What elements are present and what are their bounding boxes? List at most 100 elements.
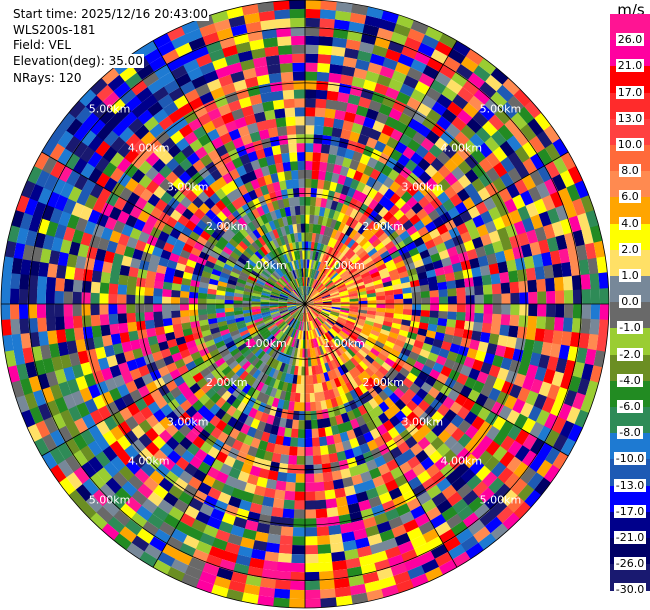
- ppi-gate-cell: [454, 131, 470, 147]
- ppi-gate-cell: [358, 250, 368, 260]
- ppi-gate-cell: [124, 518, 143, 536]
- ppi-gate-cell: [507, 167, 523, 184]
- ppi-gate-cell: [429, 290, 439, 298]
- ppi-gate-cell: [520, 350, 533, 365]
- ppi-gate-cell: [364, 525, 380, 538]
- ppi-gate-cell: [596, 334, 608, 353]
- ppi-gate-cell: [196, 256, 208, 266]
- ppi-gate-cell: [209, 180, 222, 193]
- ppi-gate-cell: [507, 440, 523, 457]
- ppi-gate-cell: [95, 140, 111, 157]
- ppi-gate-cell: [292, 290, 299, 298]
- ppi-gate-cell: [1, 287, 11, 304]
- ppi-gate-cell: [287, 304, 297, 307]
- ppi-gate-cell: [322, 299, 332, 303]
- ppi-gate-cell: [523, 339, 535, 353]
- ppi-gate-cell: [460, 364, 472, 378]
- ppi-gate-cell: [72, 291, 82, 304]
- ppi-gate-cell: [194, 146, 208, 160]
- ppi-gate-cell: [357, 133, 370, 146]
- ppi-gate-cell: [286, 316, 293, 324]
- ppi-gate-cell: [270, 507, 284, 518]
- ppi-gate-cell: [436, 94, 453, 110]
- ppi-gate-cell: [295, 214, 301, 224]
- ppi-gate-cell: [54, 194, 69, 212]
- ppi-gate-cell: [279, 295, 288, 300]
- ppi-gate-cell: [95, 247, 107, 262]
- ppi-gate-cell: [241, 528, 257, 541]
- ppi-gate-cell: [185, 219, 197, 231]
- ppi-gate-cell: [174, 550, 193, 566]
- ppi-gate-cell: [293, 310, 300, 318]
- ppi-gate-cell: [452, 94, 469, 110]
- ppi-gate-cell: [125, 459, 141, 475]
- ppi-gate-cell: [203, 99, 219, 113]
- ppi-gate-cell: [257, 236, 267, 247]
- ppi-gate-cell: [291, 291, 299, 298]
- ppi-gate-cell: [314, 251, 319, 261]
- ppi-gate-cell: [57, 341, 69, 357]
- ppi-gate-cell: [288, 271, 295, 281]
- ppi-gate-cell: [134, 124, 150, 140]
- ppi-gate-cell: [215, 303, 225, 309]
- ppi-gate-cell: [197, 112, 213, 126]
- ppi-gate-cell: [375, 287, 385, 293]
- ppi-gate-cell: [262, 100, 275, 112]
- ppi-gate-cell: [215, 294, 225, 300]
- ppi-gate-cell: [271, 200, 280, 211]
- ppi-gate-cell: [252, 228, 262, 239]
- ppi-gate-cell: [269, 337, 277, 346]
- ppi-gate-cell: [306, 286, 310, 296]
- ppi-gate-cell: [320, 400, 328, 410]
- ppi-gate-cell: [472, 526, 491, 544]
- ppi-gate-cell: [394, 260, 406, 269]
- ppi-gate-cell: [79, 88, 97, 107]
- ppi-gate-cell: [190, 279, 201, 288]
- ppi-gate-cell: [186, 393, 199, 406]
- ppi-gate-cell: [273, 489, 286, 500]
- ppi-gate-cell: [11, 333, 23, 351]
- ppi-gate-cell: [406, 497, 422, 512]
- ppi-gate-cell: [510, 292, 520, 305]
- ppi-gate-cell: [231, 267, 242, 275]
- ppi-gate-cell: [302, 339, 305, 349]
- ppi-gate-cell: [94, 450, 111, 468]
- ppi-gate-cell: [331, 560, 347, 571]
- ppi-gate-cell: [483, 352, 495, 366]
- ppi-gate-cell: [56, 264, 67, 279]
- ppi-gate-cell: [297, 330, 301, 340]
- ppi-gate-cell: [339, 522, 354, 534]
- ppi-gate-cell: [337, 423, 347, 434]
- ppi-gate-cell: [336, 318, 346, 325]
- ppi-gate-cell: [191, 326, 202, 335]
- ppi-gate-cell: [206, 293, 217, 300]
- ppi-gate-cell: [313, 300, 323, 303]
- ppi-gate-cell: [175, 42, 193, 57]
- ppi-gate-cell: [522, 217, 535, 233]
- ppi-gate-cell: [496, 84, 515, 103]
- ppi-gate-cell: [91, 488, 109, 507]
- ppi-gate-cell: [385, 308, 395, 314]
- ppi-gate-cell: [304, 411, 312, 421]
- ppi-gate-cell: [307, 277, 311, 287]
- ppi-gate-cell: [333, 220, 342, 231]
- ppi-gate-cell: [545, 277, 555, 292]
- ppi-gate-cell: [305, 8, 322, 19]
- ppi-gate-cell: [263, 268, 272, 276]
- ppi-gate-cell: [228, 275, 239, 282]
- ppi-gate-cell: [593, 240, 606, 259]
- ppi-gate-cell: [298, 357, 303, 367]
- ppi-gate-cell: [358, 360, 369, 371]
- ppi-gate-cell: [509, 314, 520, 327]
- ppi-gate-cell: [54, 223, 68, 240]
- ppi-gate-cell: [145, 414, 160, 428]
- ppi-gate-cell: [355, 59, 371, 71]
- ppi-gate-cell: [27, 423, 43, 442]
- ppi-gate-cell: [63, 303, 73, 317]
- ppi-gate-cell: [310, 329, 315, 339]
- ppi-gate-cell: [464, 154, 480, 170]
- ppi-gate-cell: [327, 407, 336, 418]
- ppi-gate-cell: [292, 310, 299, 318]
- ppi-gate-cell: [329, 289, 339, 295]
- ppi-gate-cell: [199, 23, 218, 37]
